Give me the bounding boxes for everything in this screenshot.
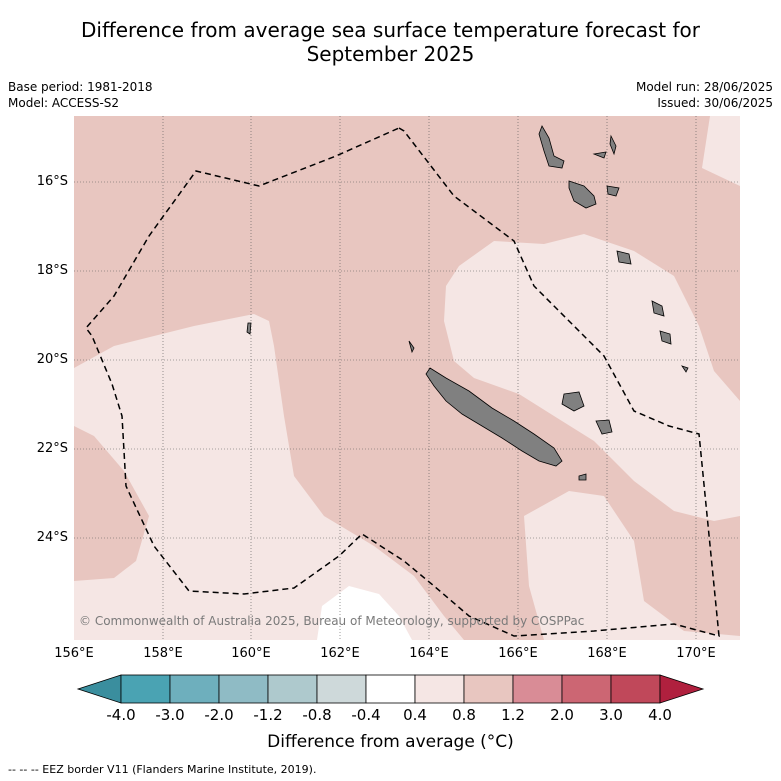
warm-anomaly-area-sw: [74, 426, 149, 581]
eez-border: [85, 127, 720, 638]
lon-label-162e: 162°E: [320, 646, 360, 661]
model-name: Model: ACCESS-S2: [8, 96, 120, 110]
eez-legend: -- -- -- EEZ border V11 (Flanders Marine…: [8, 763, 317, 776]
colorbar-cell: [169, 674, 220, 704]
colorbar-tick-label: 1.2: [501, 706, 525, 724]
issued-date: Issued: 30/06/2025: [657, 96, 773, 110]
meta-right: Model run: 28/06/2025 Issued: 30/06/2025: [636, 79, 773, 111]
lon-label-168e: 168°E: [587, 646, 627, 661]
light-anomaly-area-west: [74, 314, 464, 640]
colorbar-tick-label: -3.0: [155, 706, 185, 724]
efate: [616, 250, 632, 265]
colorbar-tick-label: -0.8: [302, 706, 332, 724]
colorbar-cell: [365, 674, 416, 704]
colorbar-tick-label: -0.4: [351, 706, 381, 724]
vanuatu-islet-2: [609, 134, 617, 156]
islet: [408, 340, 415, 354]
lon-label-160e: 160°E: [231, 646, 271, 661]
tanna: [659, 330, 672, 345]
lat-label-22s: 22°S: [36, 441, 68, 456]
colorbar-cell: [218, 674, 269, 704]
colorbar-cell: [561, 674, 612, 704]
light-anomaly-area-se: [524, 491, 740, 640]
colorbar-cell: [316, 674, 367, 704]
colorbar-tick-label: 3.0: [599, 706, 623, 724]
title-line-2: September 2025: [306, 42, 475, 66]
lon-label-156e: 156°E: [54, 646, 94, 661]
colorbar-tick-label: -4.0: [106, 706, 136, 724]
map-svg: [74, 116, 740, 640]
colorbar-cell: [610, 674, 661, 704]
espiritu-santo: [538, 125, 565, 169]
colorbar-tick-label: 4.0: [648, 706, 672, 724]
model-run: Model run: 28/06/2025: [635, 80, 773, 94]
colorbar-extend-low: [76, 674, 122, 704]
meta-left: Base period: 1981-2018 Model: ACCESS-S2: [8, 79, 153, 111]
aneityum: [681, 365, 689, 373]
map-area: [74, 116, 740, 640]
colorbar-cells: [76, 674, 705, 704]
colorbar-cell: [267, 674, 318, 704]
vanuatu-islet-1: [592, 151, 607, 159]
colorbar-tick-label: -2.0: [204, 706, 234, 724]
erromango: [651, 300, 665, 317]
colorbar-tick-label: 0.8: [452, 706, 476, 724]
malakula: [568, 180, 597, 209]
colorbar-tick-label: 0.4: [403, 706, 427, 724]
lat-label-20s: 20°S: [36, 352, 68, 367]
colorbar: [76, 674, 705, 704]
neutral-anomaly-area: [317, 586, 412, 640]
lat-label-18s: 18°S: [36, 263, 68, 278]
lat-label-16s: 16°S: [36, 174, 68, 189]
colorbar-cell: [512, 674, 563, 704]
colorbar-extend-high: [659, 674, 705, 704]
light-anomaly-area-ne: [702, 116, 740, 186]
title-line-1: Difference from average sea surface temp…: [80, 18, 700, 42]
map-title: Difference from average sea surface temp…: [0, 18, 781, 66]
isle-of-pines: [578, 473, 587, 481]
lon-label-164e: 164°E: [409, 646, 449, 661]
new-caledonia-mainland: [425, 367, 563, 467]
land-masses: [246, 125, 689, 481]
vanuatu-islet-3: [606, 185, 620, 197]
colorbar-cell: [463, 674, 514, 704]
chesterfield-islet: [246, 322, 252, 335]
colorbar-tick-label: -1.2: [253, 706, 283, 724]
colorbar-tick-label: 2.0: [550, 706, 574, 724]
colorbar-title: Difference from average (°C): [267, 732, 514, 752]
loyalty-island-lifou: [561, 391, 585, 412]
colorbar-cell: [120, 674, 171, 704]
lon-label-170e: 170°E: [676, 646, 716, 661]
copyright-notice: © Commonwealth of Australia 2025, Bureau…: [79, 614, 585, 628]
loyalty-island-mare: [595, 419, 613, 435]
lon-label-166e: 166°E: [498, 646, 538, 661]
colorbar-cell: [414, 674, 465, 704]
lon-label-158e: 158°E: [143, 646, 183, 661]
base-period: Base period: 1981-2018: [8, 80, 153, 94]
lat-label-24s: 24°S: [36, 530, 68, 545]
